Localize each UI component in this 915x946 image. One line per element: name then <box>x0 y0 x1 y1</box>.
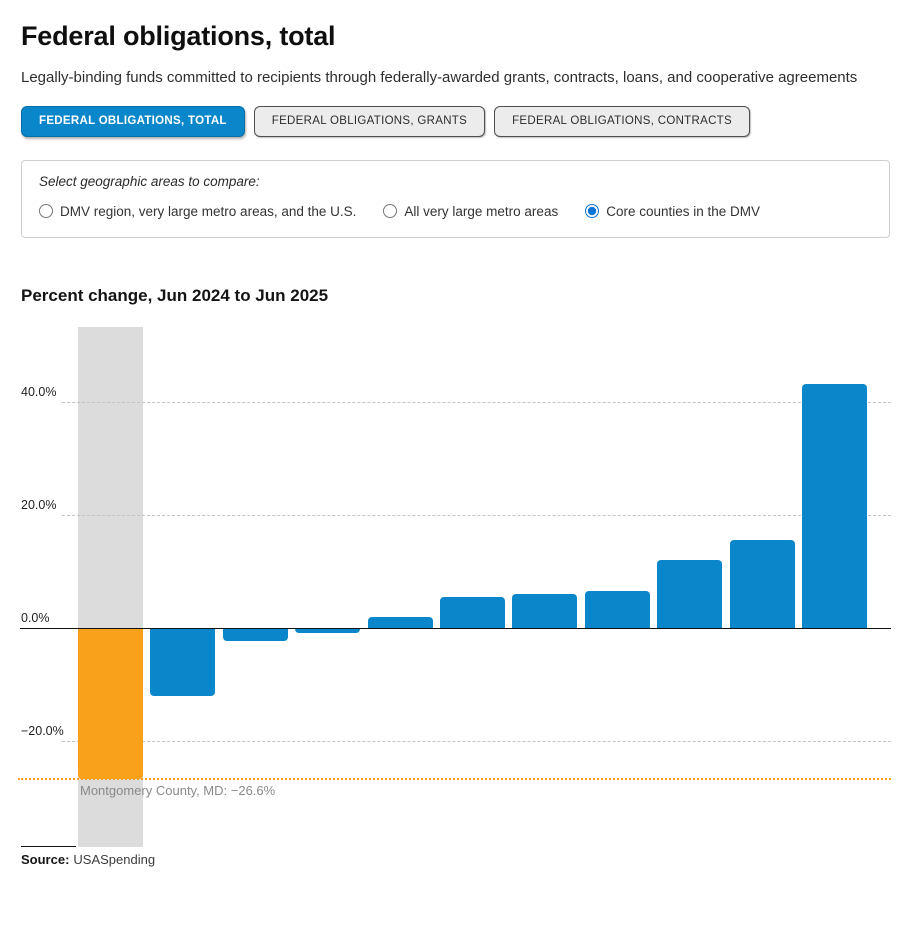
geo-options: DMV region, very large metro areas, and … <box>39 204 873 219</box>
chart-title: Percent change, Jun 2024 to Jun 2025 <box>21 285 329 305</box>
page: Federal obligations, total Legally-bindi… <box>0 21 915 946</box>
bar-chart: 40.0% 20.0% 0.0% −20.0% Montgomery County, M… <box>0 325 915 850</box>
tab-federal-obligations-total[interactable]: FEDERAL OBLIGATIONS, TOTAL <box>21 105 245 137</box>
radio-option-all-very-large-metro-areas[interactable]: All very large metro areas <box>383 204 558 219</box>
gridline <box>62 740 891 742</box>
y-axis-tick: 20.0% <box>21 497 57 512</box>
source-note: Source: USASpending <box>21 852 915 867</box>
radio-button-core-counties-in-the-dmv[interactable] <box>585 204 600 219</box>
geo-selector: Select geographic areas to compare: DMV … <box>21 159 890 238</box>
radio-label: All very large metro areas <box>404 203 559 219</box>
y-axis-tick: 0.0% <box>21 610 50 625</box>
y-axis-tick: 40.0% <box>21 384 57 399</box>
bar[interactable] <box>367 617 433 628</box>
bar[interactable] <box>657 559 723 628</box>
page-title: Federal obligations, total <box>21 21 336 51</box>
tab-federal-obligations-grants[interactable]: FEDERAL OBLIGATIONS, GRANTS <box>253 105 486 137</box>
bar[interactable] <box>150 629 216 696</box>
x-axis-line <box>20 627 891 629</box>
tab-federal-obligations-contracts[interactable]: FEDERAL OBLIGATIONS, CONTRACTS <box>494 105 750 137</box>
bar[interactable] <box>729 540 795 628</box>
tab-bar: FEDERAL OBLIGATIONS, TOTAL FEDERAL OBLIGA… <box>21 105 915 137</box>
gridline <box>62 401 891 403</box>
radio-button-dmv-region-very-large-metro-areas-and-the-u-s[interactable] <box>39 204 53 219</box>
axis-stub-line <box>21 845 76 847</box>
bar[interactable] <box>802 384 867 628</box>
radio-option-core-counties-in-the-dmv[interactable]: Core counties in the DMV <box>585 204 760 219</box>
radio-label: DMV region, very large metro areas, and … <box>60 203 357 219</box>
bar[interactable] <box>440 596 505 628</box>
geo-selector-label: Select geographic areas to compare: <box>39 173 260 189</box>
highlight-value-line <box>18 777 891 780</box>
bar[interactable] <box>584 590 650 628</box>
bar[interactable] <box>295 629 361 634</box>
bar[interactable] <box>512 593 578 628</box>
highlight-annotation: Montgomery County, MD: −26.6% <box>80 782 276 798</box>
radio-button-all-very-large-metro-areas[interactable] <box>383 204 398 219</box>
page-subtitle: Legally-binding funds committed to recip… <box>21 68 858 86</box>
bar-montgomery-county-md[interactable] <box>78 629 143 780</box>
source-value: USASpending <box>73 851 156 867</box>
gridline <box>62 514 891 516</box>
source-label: Source: <box>21 851 70 867</box>
radio-label: Core counties in the DMV <box>606 203 761 219</box>
bar[interactable] <box>222 629 288 641</box>
y-axis-tick: −20.0% <box>21 723 64 738</box>
radio-option-dmv-region-very-large-metro-areas-and-the-u-s[interactable]: DMV region, very large metro areas, and … <box>39 204 356 219</box>
